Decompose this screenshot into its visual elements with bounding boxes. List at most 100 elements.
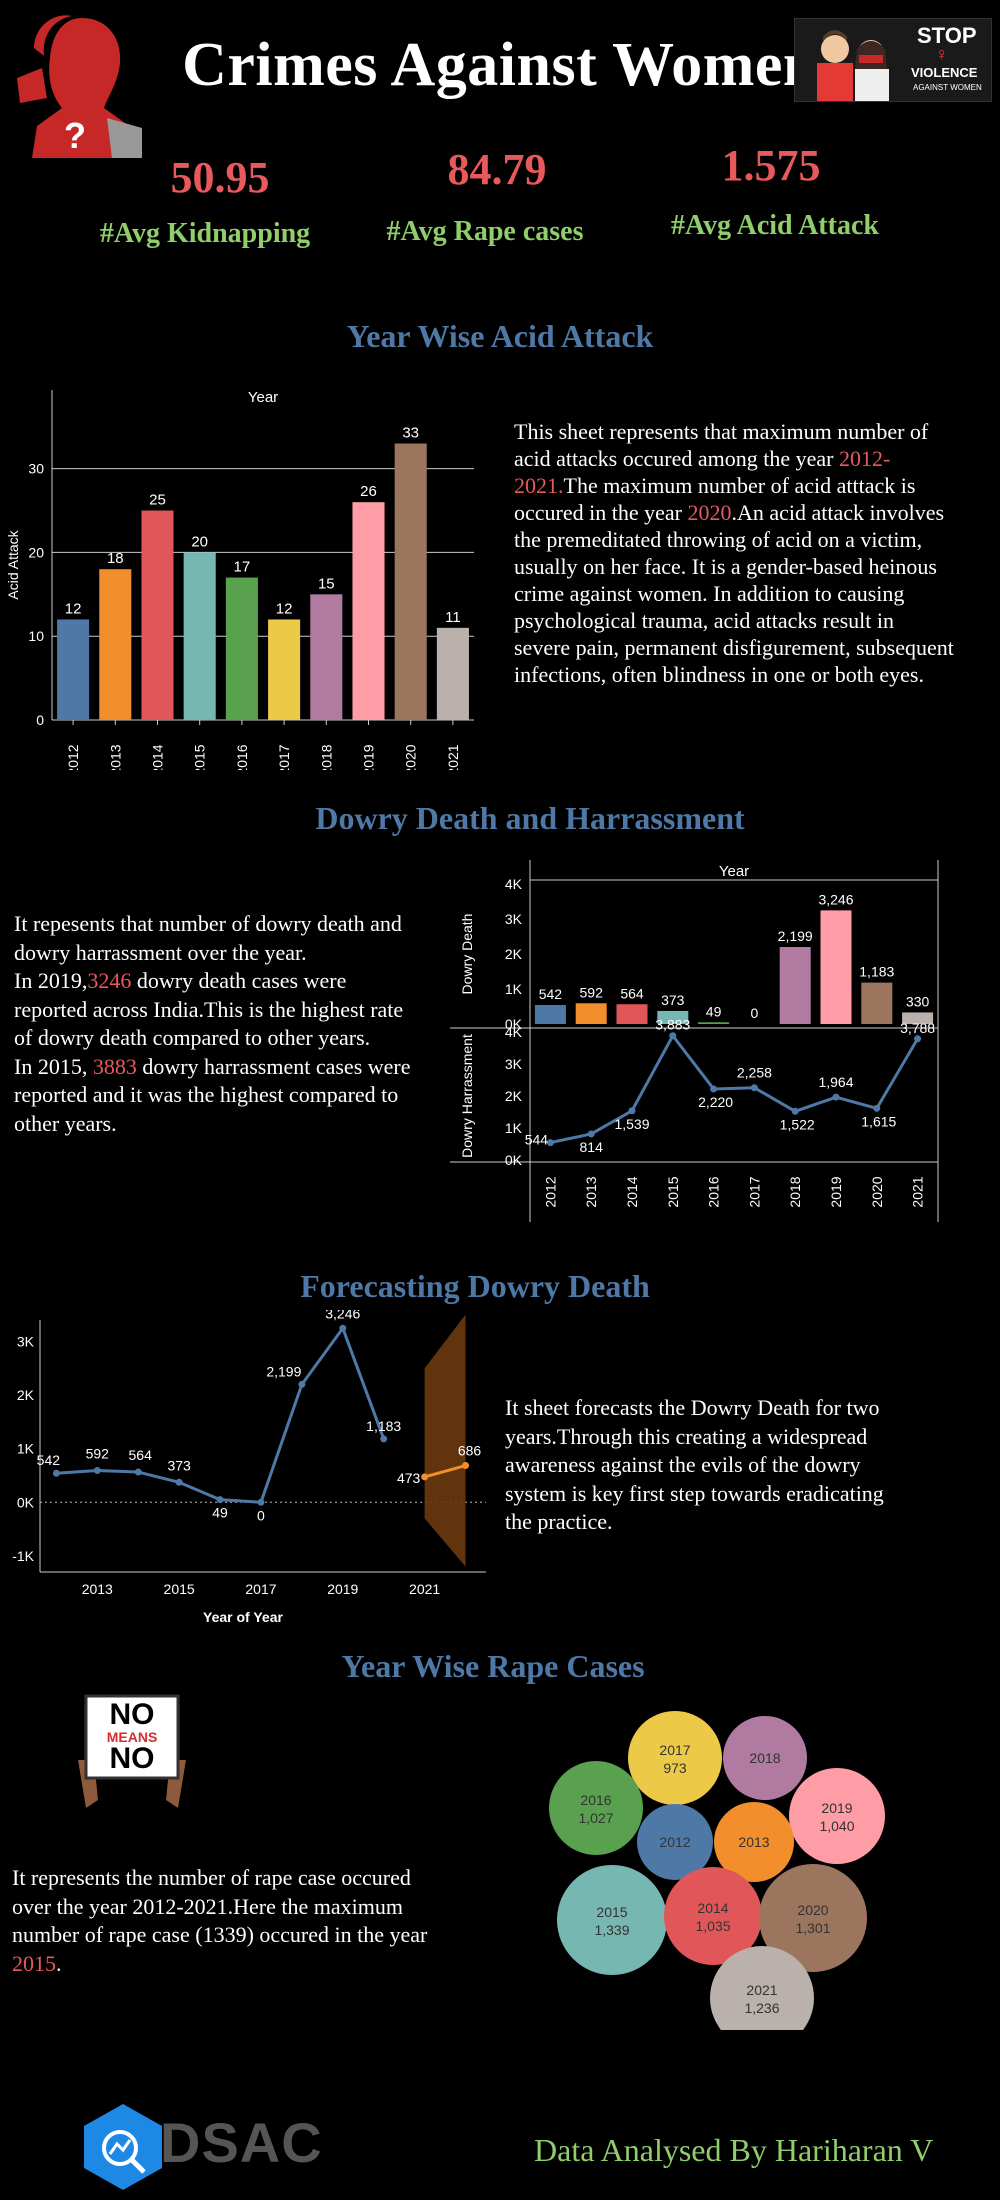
kpi-acid-label: #Avg Acid Attack [671,210,879,241]
forecast-x-tick: 2017 [245,1581,276,1597]
acid-chart-title: Year [248,389,278,406]
dowry-death-axis-label: Dowry Death [459,914,475,995]
dsac-hexagon-icon [84,2104,162,2190]
bubble-2015 [557,1865,667,1975]
dowry-desc-harass-prefix: In 2015, [14,1053,93,1079]
dowry-harassment-point [750,1084,758,1092]
rape-cases-bubble-chart: 2017 973 2018 2016 1,027 2019 1,040 2012 2013 201… [549,1711,885,2030]
acid-desc-highlight-year: 2020 [687,500,732,525]
bubble-year-label: 2021 [746,1982,777,1998]
acid-x-tick-label: 2013 [107,744,123,770]
acid-bar-label: 33 [402,425,419,442]
acid-x-tick-label: 2019 [361,744,377,770]
acid-bar-label: 12 [65,600,82,617]
forecast-actual-label: 542 [37,1452,61,1468]
hands-holding-sign-icon [78,1694,186,1808]
header-logo-woman: ? [12,8,142,158]
dowry-death-y-tick: 3K [505,911,523,927]
dowry-x-tick-label: 2015 [665,1176,681,1207]
dowry-x-tick-label: 2012 [542,1176,558,1207]
dowry-death-y-tick: 1K [505,981,523,997]
forecast-actual-point [380,1435,388,1443]
dowry-harassment-label: 3,788 [900,1020,935,1036]
dowry-x-tick-label: 2021 [910,1176,926,1207]
dowry-death-bar-label: 0 [751,1005,759,1021]
dowry-harassment-label: 2,220 [698,1094,733,1110]
forecast-dowry-line-chart: -1K 0K 1K 2K 3K 2013 2015 2017 2019 2021 Year of Y… [12,1310,486,1625]
dowry-desc-death-suffix: dowry death cases were reported across I… [14,968,404,1050]
acid-bar [310,594,343,720]
acid-description: This sheet represents that maximum numbe… [514,418,954,688]
rape-desc-text: It represents the number of rape case oc… [12,1865,428,1947]
dowry-harassment-y-tick: 4K [505,1024,523,1040]
bubble-2020 [759,1864,867,1972]
forecast-predicted-point [421,1473,429,1481]
kpi-kidnapping-label: #Avg Kidnapping [99,218,311,249]
rape-section-title: Year Wise Rape Cases [341,1648,645,1684]
dowry-harassment-point [546,1139,554,1147]
dowry-harassment-y-tick: 0K [505,1152,523,1168]
dowry-harassment-point [710,1085,718,1093]
bubble-year-label: 2020 [797,1902,828,1918]
bubble-value-label: 1,236 [744,2000,779,2016]
bubble-year-label: 2015 [596,1904,627,1920]
dowry-x-tick-label: 2018 [787,1176,803,1207]
dsac-logo-text: DSAC [160,2111,323,2174]
acid-bar-label: 26 [360,483,377,500]
dowry-x-tick-label: 2013 [583,1176,599,1207]
bubble-value-label: 1,027 [578,1810,613,1826]
acid-bar [352,502,385,720]
sign-no-top: NO [109,1698,155,1731]
acid-x-tick-label: 2018 [318,744,334,770]
acid-x-tick-label: 2021 [445,744,461,770]
no-means-no-sign: NO MEANS NO [72,1690,192,1810]
forecast-actual-point [298,1380,306,1388]
dowry-harassment-label: 544 [525,1132,549,1148]
dowry-harassment-point [914,1035,922,1043]
forecast-actual-label: 0 [257,1507,265,1523]
forecast-actual-point [257,1498,265,1506]
rape-description: It represents the number of rape case oc… [12,1864,452,1978]
dowry-death-bar [820,910,852,1024]
bubble-year-label: 2019 [821,1800,852,1816]
bubble-2021 [710,1946,814,2030]
sign-means: MEANS [106,1729,158,1745]
forecast-actual-label: 3,246 [325,1310,360,1321]
forecast-actual-label: 592 [86,1446,110,1462]
acid-desc-highlight-range: 2012-2021. [514,446,891,498]
dsac-logo: DSAC [80,2102,323,2192]
kpi-acid-value: 1.575 [721,141,821,190]
bubble-value-label: 1,040 [819,1818,854,1834]
bubble-year-label: 2014 [697,1900,728,1916]
dowry-x-tick-label: 2017 [746,1176,762,1207]
acid-bar-label: 18 [107,550,124,567]
forecast-y-tick: -1K [12,1548,34,1564]
forecast-y-tick: 1K [17,1441,35,1457]
page-title: Crimes Against Women [182,31,818,99]
stop-violence-badge: STOP VIOLENCE AGAINST WOMEN ♀ [794,18,992,102]
rape-desc-highlight-year: 2015 [12,1950,56,1976]
dowry-death-y-tick: 2K [505,946,523,962]
forecast-x-axis-label: Year of Year [203,1609,283,1625]
dowry-x-tick-label: 2014 [624,1176,640,1207]
forecast-y-tick: 0K [17,1494,35,1510]
acid-bar [141,510,174,720]
acid-desc-text-1: This sheet represents that maximum numbe… [514,419,929,471]
forecast-actual-point [93,1467,101,1475]
dowry-harassment-point [587,1130,595,1138]
dowry-death-bar-label: 3,246 [818,891,853,907]
forecast-predicted-label: 473 [397,1470,421,1486]
dowry-x-tick-label: 2020 [869,1176,885,1207]
dowry-desc-harass-line: In 2015, 3883 dowry harrassment cases we… [14,1053,414,1139]
rape-desc-end: . [56,1950,62,1976]
dowry-death-bar [657,1010,689,1024]
stop-text: STOP [917,23,977,48]
acid-x-tick-label: 2017 [276,744,292,770]
dowry-death-bar-label: 592 [580,984,604,1000]
acid-y-axis-label: Acid Attack [5,529,21,599]
acid-y-tick-label: 30 [28,461,44,477]
acid-y-tick-label: 0 [36,712,44,728]
bubble-year-label: 2013 [738,1834,769,1850]
svg-text:?: ? [64,115,86,156]
forecast-actual-label: 2,199 [266,1363,301,1379]
